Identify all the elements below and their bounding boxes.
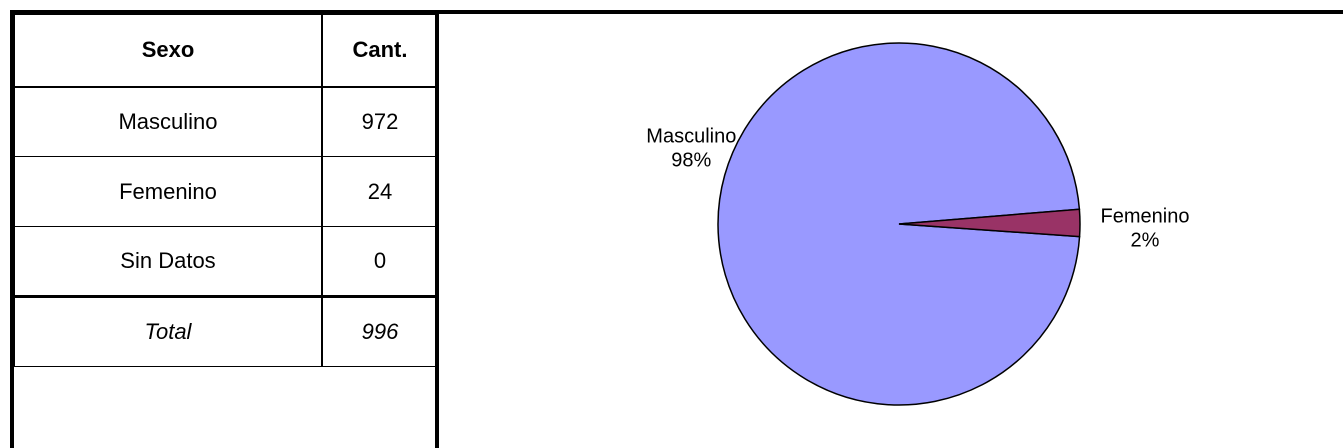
pie-slice-masculino	[717, 42, 1081, 406]
cell-cant: 24	[321, 156, 438, 227]
pie-label-category: Femenino	[1101, 206, 1190, 228]
pie-label-percent: 2%	[1131, 230, 1160, 252]
frame-top-border	[10, 10, 1343, 14]
sexo-table: Sexo Cant. Masculino 972 Femenino 24 Sin…	[14, 14, 438, 367]
total-label: Total	[14, 295, 323, 367]
header-cant: Cant.	[321, 14, 438, 88]
table-row: Sin Datos 0	[14, 226, 438, 297]
frame-left-border	[10, 10, 14, 448]
cell-sexo: Femenino	[14, 156, 323, 227]
total-value: 996	[321, 295, 438, 367]
cell-sexo: Sin Datos	[14, 226, 323, 297]
cell-cant: 0	[321, 226, 438, 297]
cell-sexo: Masculino	[14, 86, 323, 157]
cell-cant: 972	[321, 86, 438, 157]
total-row: Total 996	[14, 295, 438, 367]
pie-slice-femenino	[898, 208, 1081, 238]
header-sexo: Sexo	[14, 14, 323, 88]
table-row: Masculino 972	[14, 86, 438, 157]
table-row: Femenino 24	[14, 156, 438, 227]
pie-label-percent: 98%	[671, 149, 711, 171]
pie-label-category: Masculino	[646, 125, 736, 147]
table-header-row: Sexo Cant.	[14, 14, 438, 88]
